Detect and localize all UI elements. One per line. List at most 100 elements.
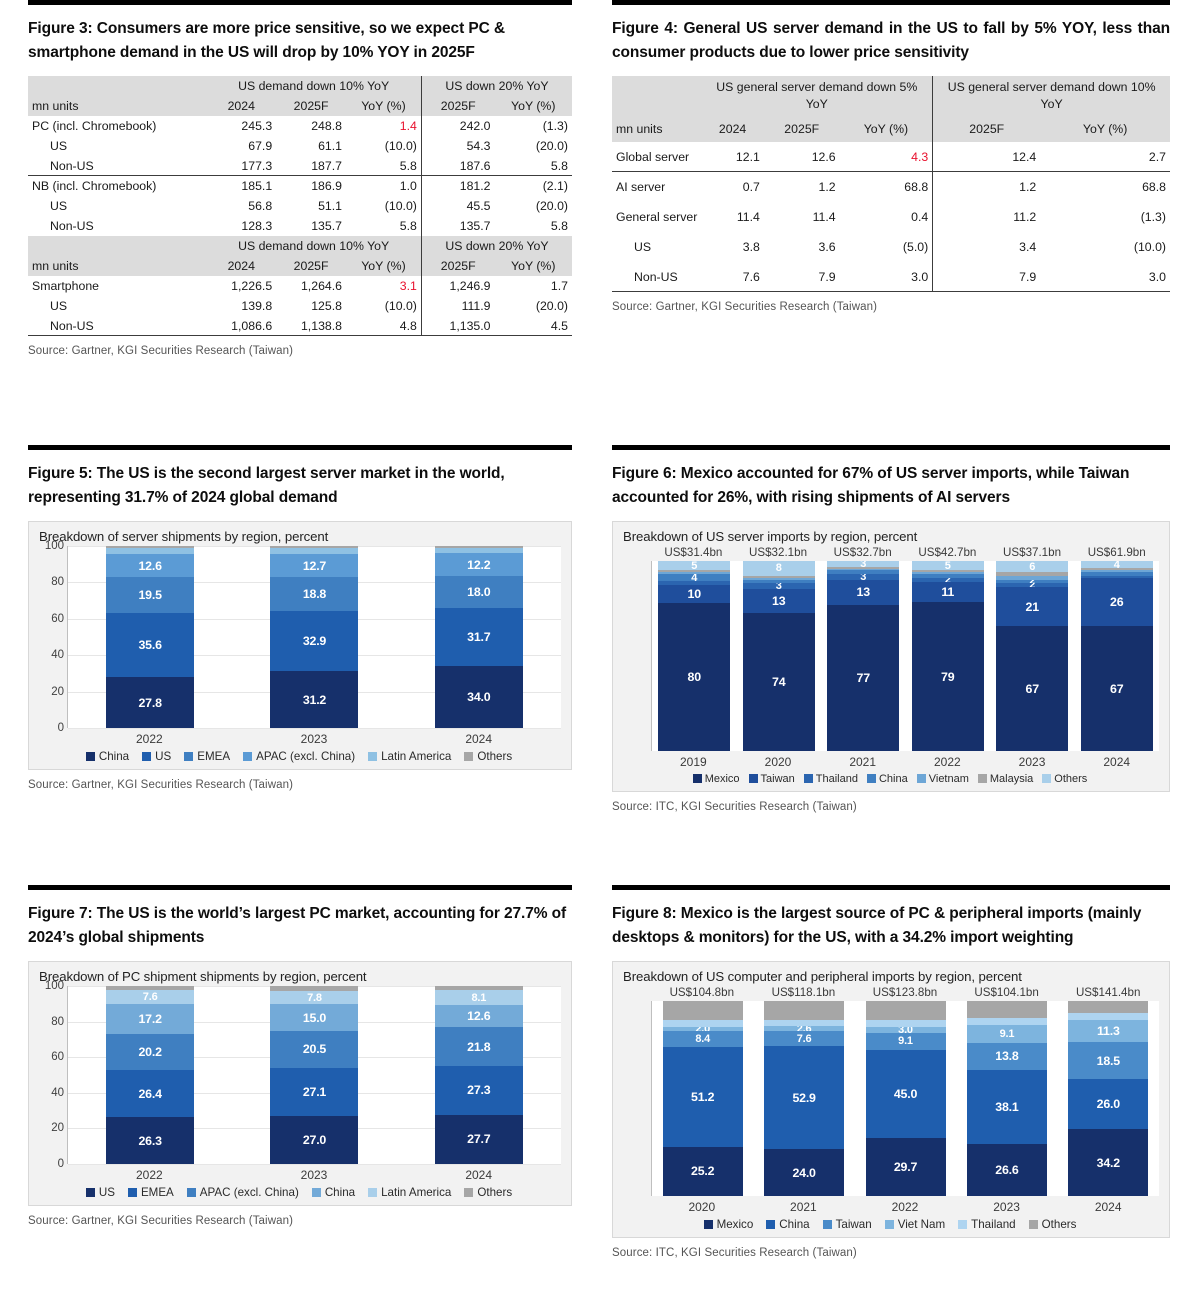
bar-segment: 51.2 <box>662 1046 743 1147</box>
legend-item[interactable]: China <box>311 1186 355 1199</box>
bar-segment: 7.8 <box>270 990 359 1005</box>
legend-item[interactable]: EMEA <box>127 1186 174 1199</box>
legend-item[interactable]: US <box>85 1186 115 1199</box>
y-axis <box>621 561 651 751</box>
legend-item[interactable]: Malaysia <box>977 773 1033 785</box>
legend-item[interactable]: Latin America <box>368 750 451 763</box>
legend-item[interactable]: Mexico <box>692 773 740 785</box>
table-cell: 61.1 <box>318 138 342 153</box>
legend-item[interactable]: APAC (excl. China) <box>186 1186 299 1199</box>
legend-swatch-icon <box>822 1219 832 1229</box>
table-cell: 51.1 <box>318 198 342 213</box>
legend-item[interactable]: China <box>866 773 908 785</box>
chart-legend: China US EMEA APAC (excl. China) Latin Ameri… <box>37 750 561 763</box>
legend-item[interactable]: Vietnam <box>916 773 969 785</box>
bar-segment: 9.1 <box>966 1025 1047 1043</box>
bar-slot: 12.6 19.5 35.6 27.8 <box>68 545 232 728</box>
table-cell: 1.4 <box>399 118 417 133</box>
table-column-header: mn units 2024 2025F YoY (%) 2025F YoY (%) <box>612 115 1170 142</box>
bar-segment: 29.7 <box>865 1138 946 1196</box>
figure-8-source: Source: ITC, KGI Securities Research (Ta… <box>612 1246 857 1259</box>
bar-segment: 21.8 <box>434 1027 523 1067</box>
bar-segment: 8 <box>742 560 815 576</box>
chart-value-labels: US$104.8bn US$118.1bn US$123.8bn US$104.1bn… <box>651 986 1159 1001</box>
legend-swatch-icon <box>368 751 378 761</box>
column-header: YoY (%) <box>839 115 933 142</box>
bar-total-label: US$37.1bn <box>1003 545 1062 559</box>
bar-segment <box>966 1000 1047 1019</box>
table-cell: 12.1 <box>735 149 760 164</box>
legend-item[interactable]: China <box>766 1218 810 1231</box>
bar-segment <box>434 545 523 548</box>
column-header: YoY (%) <box>494 255 572 276</box>
legend-item[interactable]: US <box>142 750 171 763</box>
y-tick-label: 40 <box>51 1086 64 1099</box>
bar-segment: 11.3 <box>1068 1020 1149 1043</box>
table-cell: 2.7 <box>1148 149 1166 164</box>
legend-item[interactable]: Latin America <box>368 1186 451 1199</box>
table-cell: 1.7 <box>550 278 568 293</box>
bar-segment: 27.3 <box>434 1066 523 1115</box>
legend-item[interactable]: Others <box>464 1186 512 1199</box>
gridline <box>68 1163 561 1165</box>
table-cell: 135.7 <box>311 218 342 233</box>
spacer-cell <box>28 235 207 256</box>
row-label: NB (incl. Chromebook) <box>28 175 207 196</box>
legend-item[interactable]: APAC (excl. China) <box>243 750 355 763</box>
divider <box>612 885 1170 890</box>
legend-swatch-icon <box>866 774 876 784</box>
bar-segment: 67 <box>996 626 1069 751</box>
chart-caption: Breakdown of server shipments by region,… <box>39 528 329 544</box>
divider <box>28 445 572 450</box>
bar-segment: 38.1 <box>966 1069 1047 1145</box>
legend-item[interactable]: EMEA <box>184 750 230 763</box>
legend-item[interactable]: Mexico <box>703 1218 753 1231</box>
table-cell: 139.8 <box>241 298 273 313</box>
bar-segment: 27.0 <box>270 1115 359 1164</box>
x-tick-label: 2023 <box>993 1199 1020 1214</box>
legend-swatch-icon <box>958 1219 968 1229</box>
x-tick-label: 2019 <box>679 754 707 769</box>
figure-8-title: Figure 8: Mexico is the largest source o… <box>612 905 1142 947</box>
figure-4-table: US general server demand down 5% YoY US g… <box>612 75 1170 293</box>
bar-segment: 12.6 <box>434 1004 523 1028</box>
legend-item[interactable]: Others <box>464 750 512 763</box>
bar-slot: 12.2 18.0 31.7 34.0 <box>397 545 561 728</box>
stacked-bar: 12.2 18.0 31.7 34.0 <box>434 545 523 728</box>
legend-item[interactable]: Thailand <box>958 1218 1016 1231</box>
bar-segment: 31.7 <box>434 608 523 667</box>
legend-item[interactable]: Others <box>1028 1218 1076 1231</box>
divider <box>612 445 1170 450</box>
legend-item[interactable]: Viet Nam <box>884 1218 945 1231</box>
y-tick-label: 80 <box>51 1015 64 1028</box>
bar-segment: 24.0 <box>764 1149 845 1196</box>
legend-label: APAC (excl. China) <box>256 749 356 763</box>
stacked-bar: 11.3 18.5 26.0 34.2 <box>1068 1000 1149 1196</box>
legend-item[interactable]: Taiwan <box>822 1218 872 1231</box>
legend-label: US <box>155 749 172 763</box>
bar-segment: 7.6 <box>764 1031 845 1046</box>
table-cell: (20.0) <box>535 298 568 313</box>
figure-6-source: Source: ITC, KGI Securities Research (Ta… <box>612 800 857 813</box>
legend-swatch-icon <box>692 774 702 784</box>
legend-item[interactable]: Others <box>1042 773 1087 785</box>
stacked-bar: 12.7 18.8 32.9 31.2 <box>270 545 359 728</box>
legend-item[interactable]: China <box>85 750 129 763</box>
table-cell: 5.8 <box>550 218 568 233</box>
table-cell: 135.7 <box>420 215 495 236</box>
bar-group: 12.6 19.5 35.6 27.8 12.7 18.8 32.9 31.2 12.2 18.0… <box>68 545 561 728</box>
bar-total-label: US$42.7bn <box>918 545 977 559</box>
x-axis: 2020 2021 2022 2023 2024 <box>651 1196 1159 1214</box>
column-header: YoY (%) <box>1040 115 1170 142</box>
table-cell: 248.8 <box>311 118 342 133</box>
bar-total-label: US$31.4bn <box>664 545 723 559</box>
bar-segment: 25.2 <box>662 1146 743 1196</box>
bar-segment: 2 <box>996 579 1069 584</box>
legend-item[interactable]: Thailand <box>803 773 858 785</box>
bar-total-label: US$61.9bn <box>1087 545 1146 559</box>
divider <box>28 0 572 5</box>
legend-swatch-icon <box>186 1187 196 1197</box>
figure-7-title: Figure 7: The US is the world’s largest … <box>28 905 567 947</box>
legend-item[interactable]: Taiwan <box>748 773 795 785</box>
bar-segment <box>911 570 984 573</box>
